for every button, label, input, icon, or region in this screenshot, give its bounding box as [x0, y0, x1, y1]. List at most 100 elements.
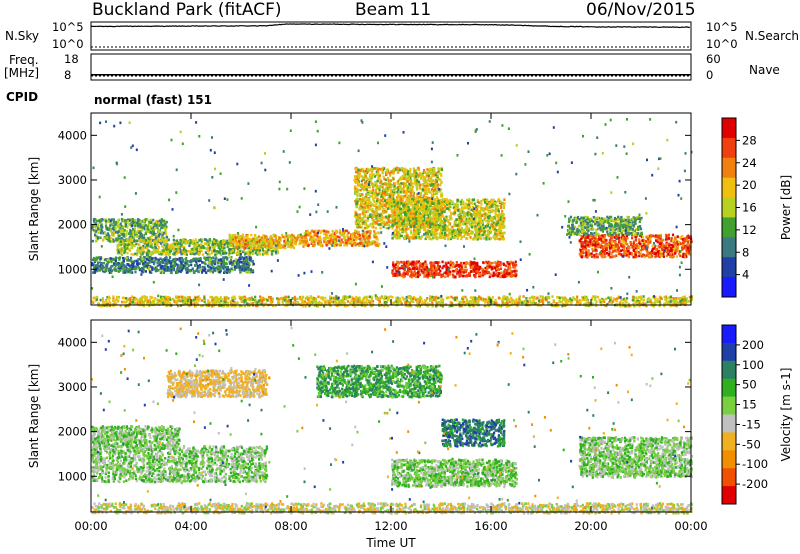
echo-cell [154, 227, 157, 230]
echo-cell [396, 205, 400, 209]
echo-cell [114, 264, 117, 268]
echo-cell [302, 240, 305, 243]
echo-cell [164, 232, 168, 236]
echo-cell [301, 235, 304, 238]
echo-cell [374, 194, 377, 198]
echo-cell [180, 252, 183, 256]
echo-cell [396, 272, 399, 275]
echo-cell [224, 270, 227, 274]
echo-cell [159, 223, 162, 226]
echo-cell [449, 260, 452, 264]
echo-cell [166, 238, 169, 242]
echo-cell [259, 252, 262, 256]
echo-cell [200, 243, 203, 246]
echo-cell [398, 168, 401, 172]
echo-cell [319, 242, 322, 245]
echo-cell [399, 197, 402, 200]
echo-cell [122, 269, 125, 273]
echo-cell [133, 227, 137, 230]
echo-cell [172, 238, 175, 242]
echo-cell [488, 261, 491, 265]
echo-cell [433, 189, 436, 192]
echo-cell [368, 236, 371, 240]
echo-cell [107, 269, 111, 272]
echo-cell [412, 260, 415, 264]
echo-cell [316, 235, 319, 238]
echo-cell [377, 223, 380, 226]
echo-cell [223, 252, 226, 255]
echo-cell [412, 167, 415, 170]
echo-cell [375, 173, 378, 177]
echo-cell [373, 240, 376, 244]
echo-cell [100, 261, 103, 265]
echo-cell [307, 233, 310, 237]
echo-cell [305, 237, 308, 241]
echo-cell [473, 270, 476, 273]
echo-cell [432, 268, 435, 272]
echo-cell [397, 188, 400, 192]
echo-cell [128, 223, 131, 226]
echo-cell [452, 273, 455, 277]
echo-cell [203, 269, 206, 273]
echo-cell [120, 243, 123, 246]
echo-cell [147, 249, 150, 252]
echo-cell [298, 242, 301, 246]
echo-cell [193, 242, 196, 245]
echo-cell [121, 249, 124, 253]
nsearch-tick-high: 10^5 [706, 20, 738, 34]
echo-cell [376, 212, 379, 216]
echo-cell [378, 242, 381, 246]
echo-cell [166, 268, 169, 272]
echo-cell [112, 234, 115, 237]
echo-cell [298, 239, 301, 242]
echo-cell [410, 231, 413, 235]
echo-cell [162, 266, 165, 270]
echo-cell [366, 193, 369, 196]
echo-cell [300, 241, 303, 245]
echo-cell [354, 215, 358, 219]
echo-cell [287, 243, 290, 247]
echo-cell [361, 233, 365, 236]
echo-cell [191, 267, 194, 270]
echo-cell [100, 263, 103, 266]
echo-cell [162, 271, 165, 274]
echo-cell [254, 251, 257, 255]
echo-cell [140, 228, 143, 232]
echo-cell [156, 226, 159, 230]
echo-cell [483, 211, 486, 214]
echo-cell [257, 243, 260, 247]
echo-cell [359, 168, 362, 172]
echo-cell [145, 250, 149, 254]
echo-cell [233, 240, 236, 244]
echo-cell [381, 217, 384, 221]
echo-cell [147, 237, 150, 240]
echo-cell [489, 263, 492, 266]
echo-cell [495, 273, 498, 277]
echo-cell [230, 250, 233, 254]
echo-cell [422, 210, 425, 214]
echo-cell [194, 249, 197, 253]
echo-cell [192, 270, 195, 273]
echo-cell [208, 253, 211, 256]
echo-cell [137, 250, 140, 253]
echo-cell [119, 251, 122, 254]
echo-cell [411, 186, 414, 190]
echo-cell [476, 210, 479, 213]
echo-cell [451, 265, 454, 269]
echo-cell [184, 266, 187, 269]
echo-cell [145, 241, 148, 244]
echo-cell [408, 194, 411, 198]
echo-cell [452, 262, 455, 266]
echo-cell [398, 179, 401, 182]
echo-cell [237, 253, 240, 256]
echo-cell [382, 211, 385, 215]
echo-cell [354, 170, 358, 174]
echo-cell [239, 266, 242, 270]
echo-cell [268, 246, 271, 249]
echo-cell [382, 188, 386, 192]
echo-cell [446, 225, 449, 228]
echo-cell [364, 174, 367, 178]
echo-cell [196, 264, 199, 268]
echo-cell [421, 266, 424, 270]
echo-cell [368, 243, 371, 246]
